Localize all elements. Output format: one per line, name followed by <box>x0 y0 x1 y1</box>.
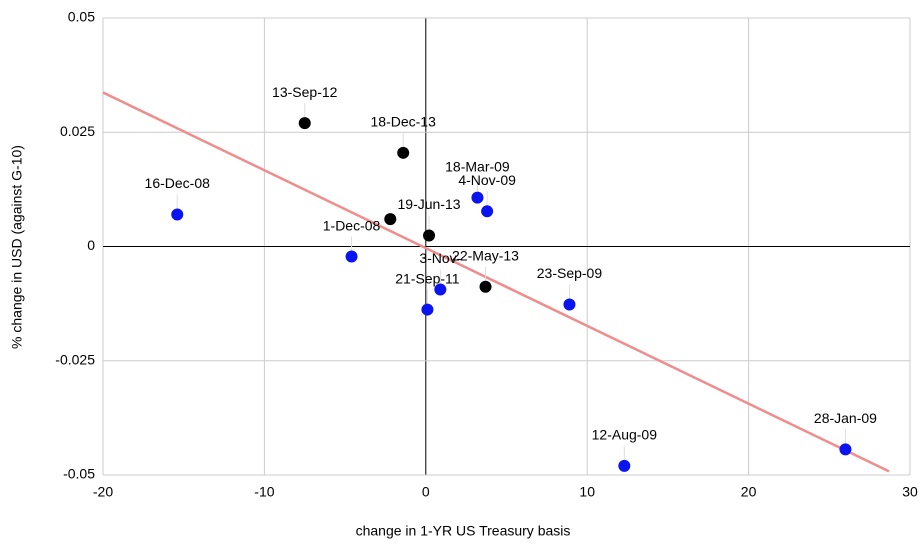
x-tick-label: -20 <box>93 484 113 500</box>
point <box>479 280 492 293</box>
y-tick-label: 0.05 <box>68 9 95 25</box>
point <box>345 250 358 263</box>
trend-line <box>102 91 890 473</box>
y-tick-label: -0.025 <box>55 351 95 367</box>
point <box>481 205 494 218</box>
point <box>298 117 311 130</box>
x-axis-title: change in 1-YR US Treasury basis <box>356 523 571 539</box>
point <box>563 298 576 311</box>
x-tick-label: -10 <box>254 484 274 500</box>
x-tick-label: 20 <box>741 484 757 500</box>
point <box>171 208 184 221</box>
x-tick-label: 10 <box>579 484 595 500</box>
point <box>434 283 447 296</box>
x-tick-label: 30 <box>902 484 918 500</box>
point <box>839 443 852 456</box>
x-tick-label: 0 <box>422 484 430 500</box>
point-label: 22-May-13 <box>452 247 519 263</box>
point-label: 18-Mar-09 <box>445 158 510 174</box>
point-label: 13-Sep-12 <box>272 84 338 100</box>
point-label: 1-Dec-08 <box>323 217 381 233</box>
y-tick-label: 0.025 <box>60 123 95 139</box>
point <box>618 459 631 472</box>
point-label: 28-Jan-09 <box>814 410 877 426</box>
y-tick-label: -0.05 <box>63 466 95 482</box>
point <box>384 213 397 226</box>
point-label: 21-Sep-11 <box>395 270 460 286</box>
point <box>471 191 484 204</box>
point-label: 19-Jun-13 <box>398 196 461 212</box>
y-tick-label: 0 <box>87 237 95 253</box>
point-label: 3-Nov- <box>419 250 461 266</box>
point-label: 4-Nov-09 <box>458 172 516 188</box>
point <box>397 146 410 159</box>
point-label: 18-Dec-13 <box>371 114 437 130</box>
point-label: 12-Aug-09 <box>592 427 658 443</box>
y-axis-title: % change in USD (against G-10) <box>9 145 25 349</box>
point <box>421 303 434 316</box>
point <box>423 229 436 242</box>
point-label: 23-Sep-09 <box>537 265 603 281</box>
point-label: 16-Dec-08 <box>145 175 211 191</box>
